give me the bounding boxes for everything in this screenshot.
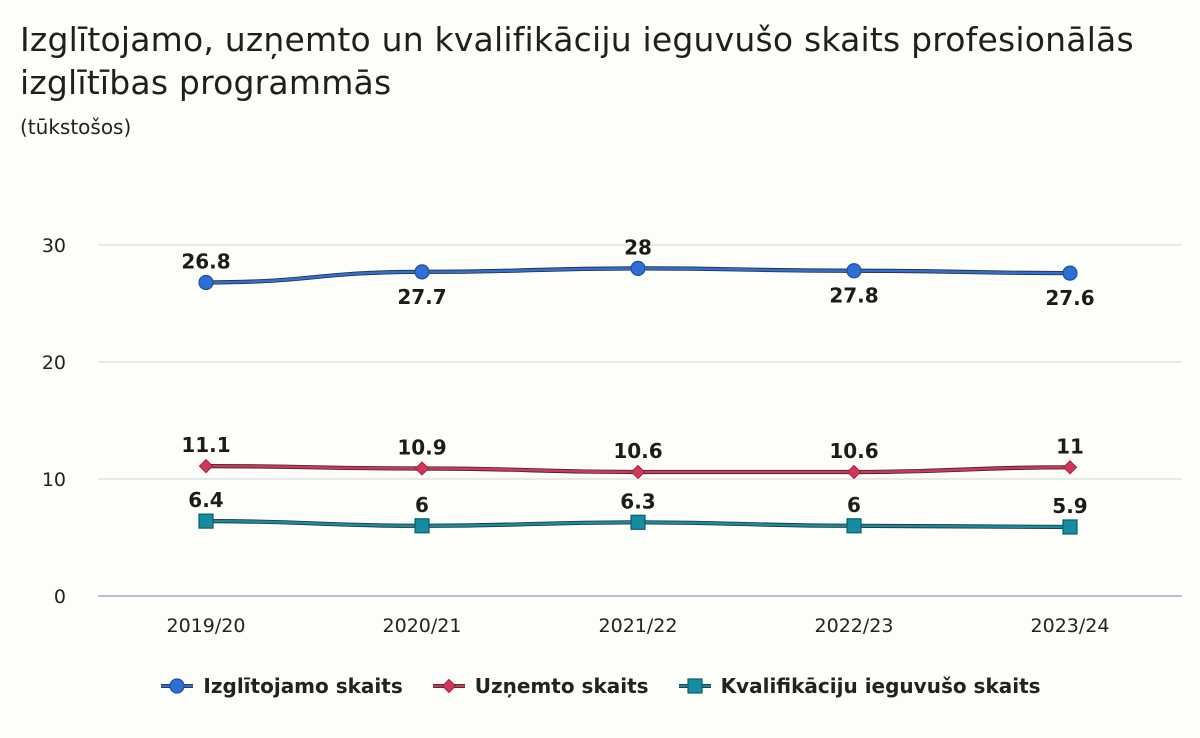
legend-label: Izglītojamo skaits [203, 674, 403, 698]
legend-label: Uzņemto skaits [474, 674, 649, 698]
data-point [1062, 460, 1078, 475]
x-tick-label: 2023/24 [1031, 615, 1110, 637]
data-point [1062, 519, 1078, 535]
data-label: 6 [847, 493, 861, 517]
chart-subtitle: (tūkstošos) [20, 115, 132, 139]
data-label: 6.3 [620, 489, 655, 513]
line-chart: 0 10 20 30 2019/20 2020/21 2021/22 2022/23 2023/… [42, 235, 1182, 637]
x-tick-label: 2019/20 [167, 615, 246, 637]
legend-swatch [432, 678, 465, 694]
x-tick-label: 2021/22 [599, 615, 678, 637]
data-label: 27.7 [397, 285, 446, 309]
legend: Izglītojamo skaits Uzņemto skaits Kvalifik… [0, 674, 1200, 698]
legend-item: Kvalifikāciju ieguvušo skaits [677, 674, 1041, 698]
data-point [846, 263, 862, 279]
data-label: 11 [1056, 434, 1084, 458]
legend-marker [686, 678, 703, 694]
data-label: 6 [415, 493, 429, 517]
legend-marker [169, 678, 186, 694]
legend-item: Uzņemto skaits [431, 674, 649, 698]
data-label: 10.6 [613, 439, 662, 463]
data-point [630, 514, 646, 530]
chart-title: Izglītojamo, uzņemto un kvalifikāciju ie… [20, 20, 1134, 102]
data-label: 26.8 [181, 249, 230, 273]
data-label: 10.9 [397, 435, 446, 459]
data-point [630, 260, 646, 276]
data-label: 5.9 [1052, 494, 1087, 518]
data-point [198, 274, 214, 291]
y-tick-label: 30 [42, 235, 66, 257]
data-point [1062, 265, 1078, 281]
data-point [414, 461, 430, 476]
data-point [630, 464, 646, 480]
y-tick-label: 0 [54, 586, 66, 608]
data-label: 28 [624, 235, 652, 259]
legend-swatch [678, 678, 711, 694]
data-point [198, 458, 214, 474]
x-tick-label: 2022/23 [815, 615, 894, 637]
data-point [846, 518, 862, 534]
data-point [414, 264, 430, 280]
data-label: 11.1 [181, 433, 230, 457]
legend-item: Izglītojamo skaits [159, 674, 403, 698]
legend-marker [441, 678, 456, 694]
legend-label: Kvalifikāciju ieguvušo skaits [720, 674, 1041, 698]
y-tick-label: 10 [42, 469, 66, 491]
data-label: 27.8 [829, 284, 878, 308]
data-point [198, 513, 214, 529]
data-label: 6.4 [188, 488, 223, 512]
data-label: 10.6 [829, 439, 878, 463]
data-point [846, 464, 862, 480]
y-tick-label: 20 [42, 352, 66, 374]
data-label: 27.6 [1045, 286, 1094, 310]
x-tick-label: 2020/21 [383, 615, 462, 637]
legend-swatch [161, 678, 194, 694]
data-point [414, 518, 430, 534]
